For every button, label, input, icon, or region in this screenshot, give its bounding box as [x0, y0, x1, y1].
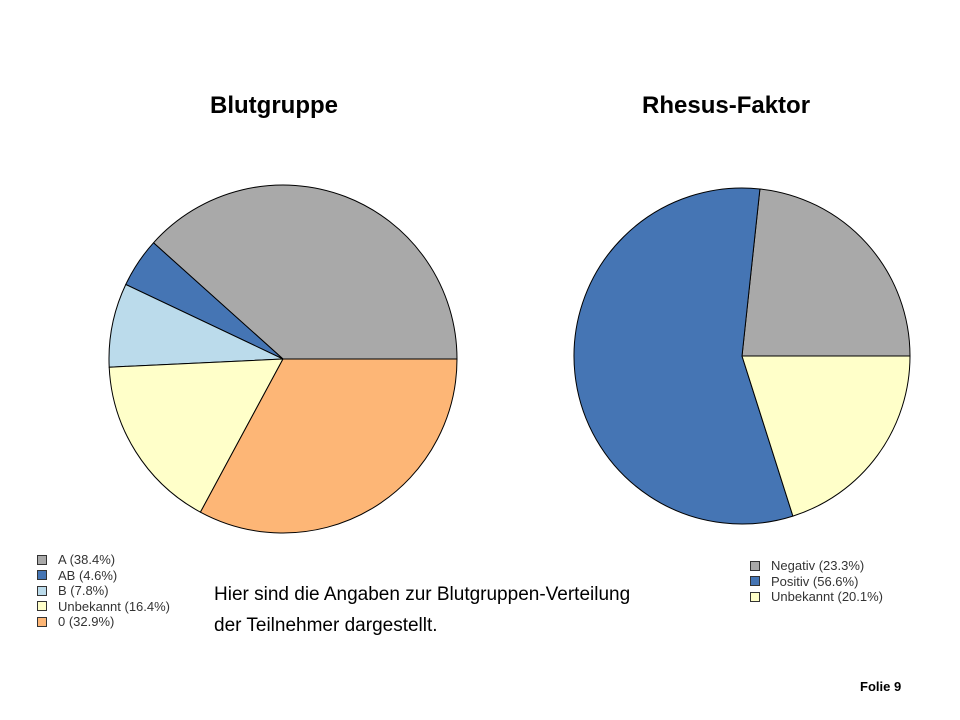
pie-slice-rhesus-faktor-positiv	[573, 187, 794, 525]
legend-label: Positiv (56.6%)	[771, 573, 859, 589]
legend-blutgruppe: A (38.4%) AB (4.6%) B (7.8%) Unbekannt (16.…	[37, 552, 170, 630]
legend-item-a: A (38.4%)	[37, 552, 170, 568]
legend-item-ab: AB (4.6%)	[37, 568, 170, 584]
legend-item-b: B (7.8%)	[37, 583, 170, 599]
legend-item-unbekannt: Unbekannt (16.4%)	[37, 599, 170, 615]
legend-item-unbekannt: Unbekannt (20.1%)	[750, 589, 883, 605]
pie-slice-blutgruppe-a	[152, 184, 458, 360]
pie-slice-rhesus-faktor-negativ	[741, 188, 911, 357]
legend-item-negativ: Negativ (23.3%)	[750, 558, 883, 574]
legend-swatch	[37, 616, 47, 627]
legend-swatch	[37, 570, 47, 581]
legend-label: Unbekannt (20.1%)	[771, 589, 884, 605]
legend-label: 0 (32.9%)	[58, 614, 115, 630]
slide-number: Folie 9	[860, 679, 902, 694]
legend-label: A (38.4%)	[58, 552, 116, 568]
legend-swatch	[750, 560, 760, 571]
legend-label: AB (4.6%)	[58, 567, 118, 583]
pie-chart-blutgruppe	[108, 184, 458, 534]
caption-line-1: Hier sind die Angaben zur Blutgruppen-Ve…	[214, 584, 631, 605]
slide-caption: Hier sind die Angaben zur Blutgruppen-Ve…	[214, 579, 734, 641]
pie-chart-rhesus-faktor	[573, 187, 911, 525]
legend-label: Negativ (23.3%)	[771, 558, 865, 574]
pie-slice-blutgruppe-0	[199, 358, 458, 534]
caption-line-2: der Teilnehmer dargestellt.	[214, 615, 438, 636]
legend-rhesus-faktor: Negativ (23.3%) Positiv (56.6%) Unbekannt …	[750, 558, 883, 605]
legend-swatch	[37, 554, 47, 565]
legend-item-positiv: Positiv (56.6%)	[750, 574, 883, 590]
legend-label: B (7.8%)	[58, 583, 109, 599]
chart-title-rhesus-faktor: Rhesus-Faktor	[642, 92, 811, 119]
pie-slice-rhesus-faktor-unbekannt	[741, 355, 911, 517]
chart-title-blutgruppe: Blutgruppe	[210, 92, 338, 119]
legend-swatch	[750, 576, 760, 587]
pie-slice-blutgruppe-unbekannt	[108, 358, 284, 513]
legend-item-0: 0 (32.9%)	[37, 614, 170, 630]
legend-swatch	[750, 591, 760, 602]
legend-swatch	[37, 601, 47, 612]
legend-label: Unbekannt (16.4%)	[58, 598, 171, 614]
legend-swatch	[37, 585, 47, 596]
